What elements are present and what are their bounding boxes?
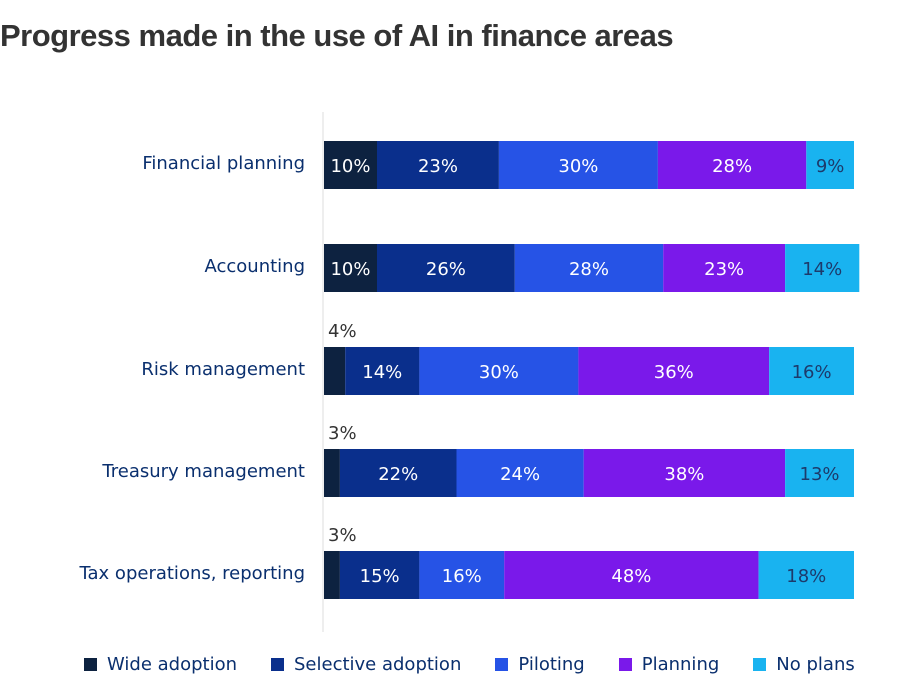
bar-financial-planning-selective-adoption — [377, 141, 499, 189]
data-label-accounting-selective-adoption: 26% — [426, 259, 466, 280]
bar-tax-operations-reporting-planning — [504, 551, 759, 599]
legend-swatch-wide-adoption — [84, 658, 97, 671]
legend-item-wide-adoption: Wide adoption — [84, 654, 237, 675]
legend-item-no-plans: No plans — [753, 654, 855, 675]
bar-financial-planning-no-plans — [806, 141, 854, 189]
bar-treasury-management-planning — [583, 449, 786, 497]
legend-label-wide-adoption: Wide adoption — [107, 654, 237, 675]
bar-treasury-management-selective-adoption — [339, 449, 457, 497]
legend-swatch-selective-adoption — [271, 658, 284, 671]
legend-swatch-piloting — [495, 658, 509, 671]
legend-label-planning: Planning — [641, 654, 720, 675]
bar-accounting-planning — [663, 244, 786, 292]
legend-item-planning: Planning — [618, 654, 720, 675]
legend-label-no-plans: No plans — [776, 654, 855, 675]
data-label-accounting-wide-adoption: 10% — [330, 259, 370, 280]
bar-treasury-management-no-plans — [785, 449, 854, 497]
data-label-treasury-management-piloting: 24% — [500, 464, 540, 485]
category-label-tax-operations-reporting: Tax operations, reporting — [79, 563, 305, 584]
bar-accounting-piloting — [514, 244, 664, 292]
data-label-treasury-management-selective-adoption: 22% — [378, 464, 418, 485]
bar-risk-management-selective-adoption — [345, 347, 420, 395]
legend-label-piloting: Piloting — [518, 654, 585, 675]
data-label-financial-planning-planning: 28% — [712, 156, 752, 177]
stacked-bar-chart: Financial planning 10% 23% 30% 28% 9% Accounti… — [79, 112, 860, 632]
data-label-tax-operations-reporting-piloting: 16% — [442, 566, 482, 587]
data-label-financial-planning-wide-adoption: 10% — [330, 156, 370, 177]
data-label-risk-management-planning: 36% — [654, 362, 694, 383]
data-label-risk-management-wide-adoption: 4% — [328, 321, 357, 342]
bar-tax-operations-reporting-piloting — [419, 551, 505, 599]
bar-accounting-no-plans — [785, 244, 860, 292]
chart-title: Progress made in the use of AI in financ… — [0, 18, 674, 53]
category-label-treasury-management: Treasury management — [101, 461, 305, 482]
data-label-risk-management-no-plans: 16% — [792, 362, 832, 383]
legend-item-piloting: Piloting — [495, 654, 585, 675]
legend-swatch-planning — [618, 658, 632, 671]
bar-risk-management-no-plans — [769, 347, 854, 395]
bar-risk-management-wide-adoption — [324, 347, 346, 395]
data-label-financial-planning-piloting: 30% — [558, 156, 598, 177]
data-label-financial-planning-selective-adoption: 23% — [418, 156, 458, 177]
bar-tax-operations-reporting-selective-adoption — [339, 551, 420, 599]
category-label-accounting: Accounting — [204, 256, 305, 277]
data-label-treasury-management-no-plans: 13% — [800, 464, 840, 485]
bar-accounting-wide-adoption — [324, 244, 377, 292]
data-label-accounting-piloting: 28% — [569, 259, 609, 280]
data-label-financial-planning-no-plans: 9% — [816, 156, 845, 177]
data-label-tax-operations-reporting-planning: 48% — [611, 566, 651, 587]
category-label-risk-management: Risk management — [141, 359, 305, 380]
data-label-treasury-management-wide-adoption: 3% — [328, 423, 357, 444]
legend-label-selective-adoption: Selective adoption — [294, 654, 462, 675]
bar-accounting-selective-adoption — [377, 244, 515, 292]
bar-risk-management-planning — [578, 347, 770, 395]
data-label-tax-operations-reporting-no-plans: 18% — [786, 566, 826, 587]
data-label-accounting-no-plans: 14% — [802, 259, 842, 280]
bar-tax-operations-reporting-wide-adoption — [324, 551, 340, 599]
data-label-treasury-management-planning: 38% — [664, 464, 704, 485]
data-label-accounting-planning: 23% — [704, 259, 744, 280]
data-label-tax-operations-reporting-wide-adoption: 3% — [328, 525, 357, 546]
data-label-risk-management-piloting: 30% — [479, 362, 519, 383]
legend: Wide adoption Selective adoption Piloting P… — [84, 654, 889, 675]
bar-financial-planning-piloting — [498, 141, 658, 189]
bar-financial-planning-wide-adoption — [324, 141, 377, 189]
category-label-financial-planning: Financial planning — [142, 153, 305, 174]
bar-tax-operations-reporting-no-plans — [758, 551, 854, 599]
data-label-tax-operations-reporting-selective-adoption: 15% — [360, 566, 400, 587]
bar-treasury-management-wide-adoption — [324, 449, 340, 497]
legend-item-selective-adoption: Selective adoption — [271, 654, 461, 675]
legend-swatch-no-plans — [753, 658, 767, 671]
bar-risk-management-piloting — [419, 347, 579, 395]
bar-treasury-management-piloting — [456, 449, 584, 497]
data-label-risk-management-selective-adoption: 14% — [362, 362, 402, 383]
bar-financial-planning-planning — [657, 141, 807, 189]
